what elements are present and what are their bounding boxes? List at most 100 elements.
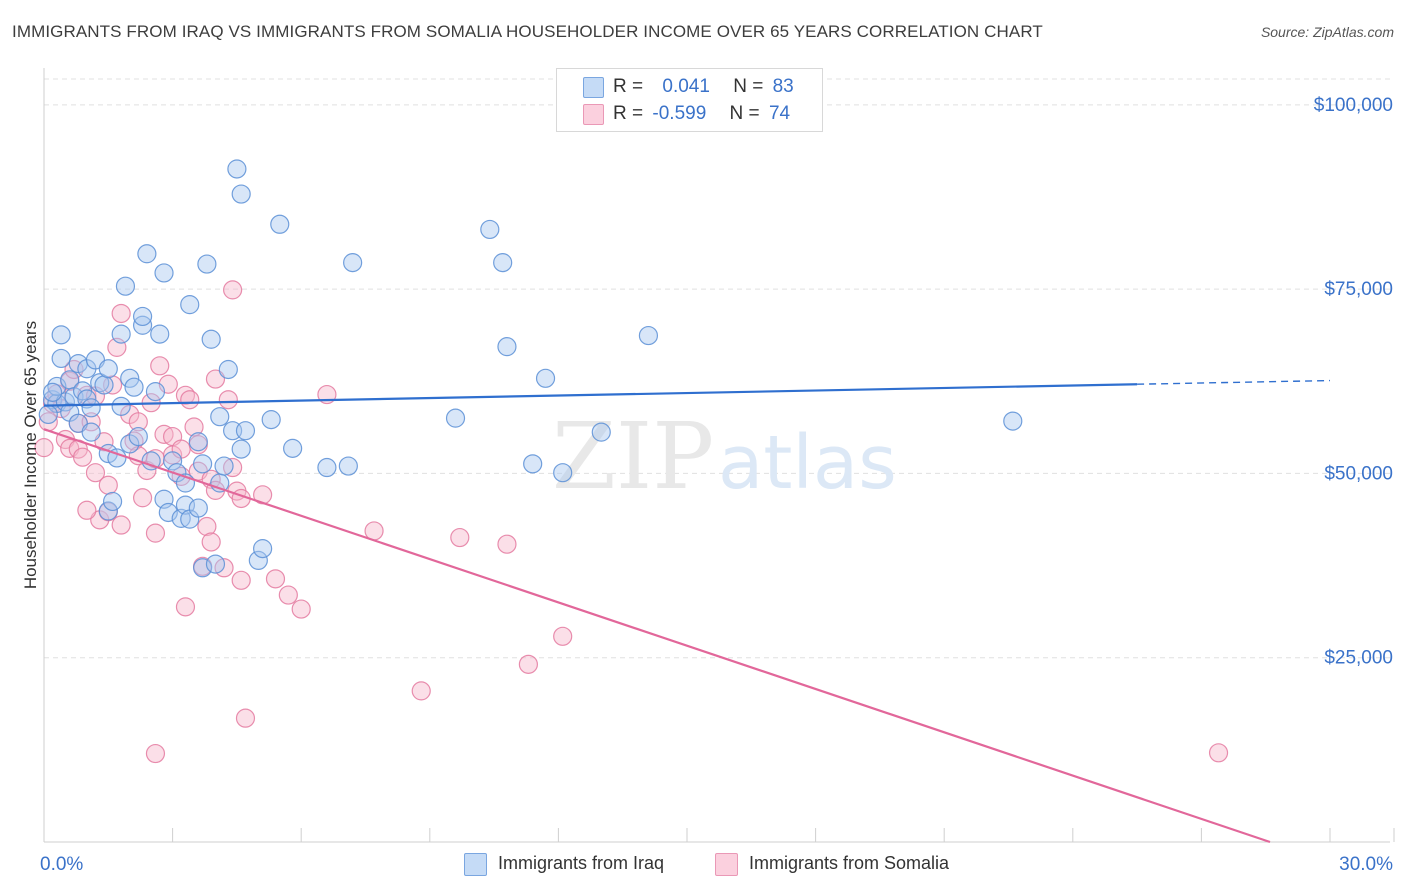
somalia-point bbox=[218, 390, 238, 410]
somalia-point bbox=[98, 475, 118, 495]
iraq-point bbox=[201, 329, 221, 349]
iraq-point bbox=[231, 439, 251, 459]
iraq-point bbox=[553, 463, 573, 483]
iraq-point bbox=[214, 456, 234, 476]
iraq-point bbox=[115, 276, 136, 296]
somalia-point bbox=[72, 447, 93, 467]
somalia-point bbox=[145, 743, 166, 764]
chart-source: Source: ZipAtlas.com bbox=[1260, 24, 1394, 40]
iraq-point bbox=[51, 348, 71, 369]
iraq-points bbox=[38, 159, 1023, 578]
somalia-point bbox=[223, 280, 243, 300]
iraq-point bbox=[98, 359, 118, 379]
legend-text-somalia: R = -0.599 N = 74 bbox=[613, 103, 790, 125]
x-tick-label: 0.0% bbox=[40, 854, 83, 875]
iraq-point bbox=[205, 554, 226, 574]
iraq-point bbox=[132, 306, 153, 327]
legend-somalia-n-label: N = bbox=[729, 103, 760, 124]
iraq-point bbox=[493, 253, 513, 273]
iraq-point bbox=[338, 456, 358, 476]
y-tick-label: $25,000 bbox=[1324, 648, 1393, 669]
iraq-point bbox=[111, 396, 131, 416]
iraq-point bbox=[111, 324, 131, 344]
iraq-point bbox=[124, 377, 144, 397]
y-tick-label: $100,000 bbox=[1314, 95, 1393, 116]
somalia-point bbox=[450, 527, 470, 548]
somalia-point bbox=[553, 626, 573, 646]
iraq-point bbox=[197, 254, 217, 274]
correlation-legend: R = 0.041 N = 83 R = -0.599 N = 74 bbox=[556, 68, 823, 132]
somalia-point bbox=[411, 681, 431, 701]
iraq-point bbox=[523, 454, 543, 474]
somalia-point bbox=[205, 369, 226, 389]
y-axis-label: Householder Income Over 65 years bbox=[21, 321, 40, 589]
somalia-point bbox=[201, 532, 221, 552]
somalia-point bbox=[128, 412, 148, 432]
trend-lines bbox=[43, 379, 1331, 844]
somalia-point bbox=[231, 570, 251, 590]
iraq-point bbox=[1003, 411, 1023, 431]
legend-swatch-somalia bbox=[583, 104, 604, 125]
iraq-point bbox=[591, 422, 611, 442]
somalia-point bbox=[94, 432, 114, 452]
somalia-point bbox=[184, 417, 204, 437]
iraq-point bbox=[42, 382, 63, 402]
iraq-point bbox=[210, 407, 230, 427]
iraq-point bbox=[120, 368, 140, 388]
bottom-legend-label-somalia: Immigrants from Somalia bbox=[749, 853, 950, 873]
iraq-trend-line bbox=[43, 383, 1138, 407]
watermark-zip: ZIP bbox=[552, 403, 714, 510]
iraq-point bbox=[107, 448, 127, 468]
iraq-point bbox=[343, 253, 363, 273]
somalia-point bbox=[518, 654, 538, 674]
somalia-point bbox=[111, 303, 131, 324]
somalia-point bbox=[197, 516, 217, 537]
iraq-point bbox=[283, 438, 303, 458]
iraq-point bbox=[497, 337, 517, 357]
x-tick-label: 30.0% bbox=[1339, 854, 1393, 875]
legend-text-iraq: R = 0.041 N = 83 bbox=[613, 76, 794, 98]
somalia-point bbox=[1208, 743, 1229, 763]
iraq-point bbox=[227, 159, 247, 179]
iraq-point bbox=[81, 398, 101, 418]
somalia-point bbox=[265, 569, 286, 589]
iraq-point bbox=[638, 325, 659, 346]
iraq-point bbox=[188, 498, 208, 518]
y-axis-label-wrap: Householder Income Over 65 years bbox=[21, 321, 40, 589]
somalia-points bbox=[34, 280, 1229, 764]
iraq-point bbox=[94, 375, 114, 395]
iraq-point bbox=[51, 325, 71, 345]
somalia-trend-line bbox=[43, 428, 1271, 844]
gridlines bbox=[44, 78, 1394, 659]
iraq-point bbox=[193, 558, 213, 578]
somalia-point bbox=[291, 599, 311, 619]
iraq-point bbox=[218, 359, 238, 380]
y-tick-label: $75,000 bbox=[1324, 279, 1393, 300]
somalia-point bbox=[235, 708, 256, 728]
iraq-trend-extension bbox=[1137, 379, 1331, 385]
legend-iraq-n-label: N = bbox=[733, 76, 764, 97]
iraq-point bbox=[248, 550, 268, 571]
somalia-point bbox=[150, 356, 170, 376]
iraq-point bbox=[231, 184, 251, 204]
chart-title: IMMIGRANTS FROM IRAQ VS IMMIGRANTS FROM … bbox=[12, 22, 1043, 41]
iraq-point bbox=[235, 421, 256, 441]
iraq-point bbox=[137, 244, 157, 264]
somalia-point bbox=[180, 390, 200, 410]
iraq-point bbox=[163, 451, 183, 471]
watermark-atlas: atlas bbox=[718, 420, 897, 506]
iraq-point bbox=[154, 263, 174, 283]
axes bbox=[43, 68, 1395, 843]
iraq-point bbox=[81, 422, 101, 442]
iraq-point bbox=[102, 491, 123, 512]
iraq-point bbox=[188, 432, 208, 452]
somalia-point bbox=[497, 534, 517, 554]
legend-swatch-iraq bbox=[583, 77, 604, 98]
tick-labels: $25,000 $50,000 $75,000 $100,000 0.0% 30.0% bbox=[40, 95, 1393, 875]
bottom-legend-label-iraq: Immigrants from Iraq bbox=[498, 853, 665, 873]
iraq-point bbox=[145, 382, 166, 402]
somalia-point bbox=[85, 463, 106, 483]
legend-iraq-r-label: R = bbox=[613, 76, 644, 97]
somalia-point bbox=[77, 500, 97, 520]
legend-somalia-r-value: -0.599 bbox=[652, 103, 707, 124]
